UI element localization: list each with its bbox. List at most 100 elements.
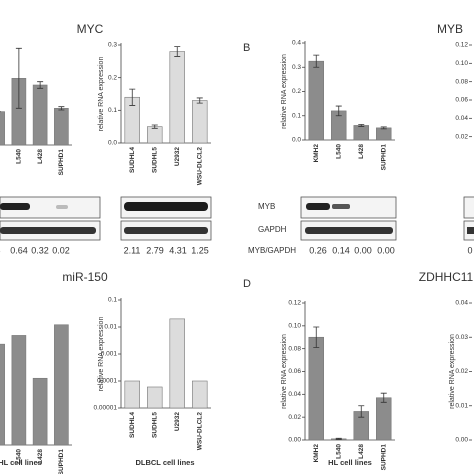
y-tick-label: 0.04 bbox=[455, 115, 468, 122]
bar bbox=[147, 126, 163, 144]
y-tick-label: 0.1 bbox=[292, 112, 301, 119]
y-tick-label: 0.01 bbox=[104, 324, 117, 331]
y-tick-label: 0.1 bbox=[108, 297, 117, 304]
bar bbox=[308, 336, 324, 441]
panel-label: B bbox=[243, 42, 250, 54]
protein-label: GAPDH bbox=[258, 225, 287, 234]
error-bar bbox=[335, 437, 342, 440]
x-tick-label: U2932 bbox=[174, 147, 181, 167]
y-tick-label: 0.06 bbox=[288, 368, 301, 375]
ratio-value: 0.14 bbox=[332, 245, 350, 255]
bar bbox=[169, 51, 185, 144]
y-tick-label: 0.01 bbox=[455, 402, 468, 409]
bar bbox=[376, 397, 392, 441]
error-bar bbox=[174, 46, 181, 57]
x-tick-label: L540 bbox=[16, 449, 23, 464]
bar bbox=[192, 100, 208, 144]
ratio-value: 2.79 bbox=[146, 245, 164, 255]
y-tick-label: 0.02 bbox=[288, 414, 301, 421]
y-tick-label: 0.10 bbox=[288, 323, 301, 330]
ratio-label: MYB/GAPDH bbox=[248, 246, 296, 255]
bar bbox=[0, 111, 5, 146]
x-tick-label: SUPHD1 bbox=[380, 144, 387, 171]
y-tick-label: 0.0001 bbox=[97, 378, 117, 385]
bar bbox=[11, 335, 27, 446]
x-tick-label: WSU-DLCL2 bbox=[196, 412, 203, 451]
chart-title: ZDHHC11 bbox=[419, 270, 474, 284]
x-tick-label: L428 bbox=[37, 149, 44, 164]
ratio-value: 0.02 bbox=[52, 245, 70, 255]
x-axis-label: HL cell lines bbox=[0, 458, 42, 467]
bar bbox=[54, 324, 69, 446]
y-tick-label: 0.00001 bbox=[94, 405, 118, 412]
ratio-value: 0.26 bbox=[309, 245, 327, 255]
x-tick-label: L428 bbox=[358, 144, 365, 159]
x-axis-label: HL cell lines bbox=[328, 458, 372, 467]
error-bar bbox=[380, 126, 387, 130]
x-tick-label: L428 bbox=[37, 449, 44, 464]
bar bbox=[147, 386, 163, 409]
y-axis-label: relative RNA expression bbox=[281, 334, 288, 409]
bar bbox=[308, 60, 324, 141]
error-bar bbox=[358, 124, 365, 127]
y-tick-label: 0.12 bbox=[455, 42, 468, 49]
y-tick-label: 0.4 bbox=[292, 40, 301, 47]
bar bbox=[376, 127, 392, 141]
bar bbox=[124, 380, 140, 409]
y-tick-label: 0.1 bbox=[108, 107, 117, 114]
y-tick-label: 0.00 bbox=[455, 437, 468, 444]
x-tick-label: KMH2 bbox=[313, 144, 320, 163]
ratio-value: 0 bbox=[467, 245, 472, 255]
y-tick-label: 0.08 bbox=[455, 78, 468, 85]
x-tick-label: SUDHL4 bbox=[129, 147, 136, 173]
x-tick-label: WSU-DLCL2 bbox=[196, 147, 203, 186]
y-tick-label: 0.03 bbox=[455, 334, 468, 341]
error-bar bbox=[129, 88, 136, 106]
x-tick-label: L540 bbox=[335, 444, 342, 459]
x-tick-label: L540 bbox=[16, 149, 23, 164]
chart-title: MYC bbox=[77, 22, 104, 36]
error-bar bbox=[37, 81, 44, 89]
y-axis-label: relative RNA expression bbox=[449, 334, 456, 409]
ratio-value: 4.31 bbox=[169, 245, 187, 255]
x-tick-label: SUDHL5 bbox=[151, 147, 158, 173]
ratio-value: 0.00 bbox=[377, 245, 395, 255]
panel-label: D bbox=[243, 278, 251, 290]
x-tick-label: SUDHL5 bbox=[151, 412, 158, 438]
y-tick-label: 0.10 bbox=[455, 60, 468, 67]
y-tick-label: 0.08 bbox=[288, 345, 301, 352]
y-axis-label: relative RNA expression bbox=[98, 317, 105, 392]
y-tick-label: 0.2 bbox=[292, 88, 301, 95]
y-tick-label: 0.2 bbox=[108, 74, 117, 81]
bar bbox=[169, 318, 185, 409]
y-tick-label: 0.02 bbox=[455, 133, 468, 140]
y-tick-label: 0.04 bbox=[288, 391, 301, 398]
y-tick-label: 0.12 bbox=[288, 300, 301, 307]
y-tick-label: 0.001 bbox=[101, 351, 118, 358]
ratio-value: 2.11 bbox=[124, 245, 141, 255]
error-bar bbox=[313, 326, 320, 348]
blot bbox=[300, 196, 474, 241]
y-tick-label: 0.02 bbox=[455, 368, 468, 375]
y-axis-label: relative RNA expression bbox=[281, 54, 288, 129]
y-axis-label: relative RNA expression bbox=[98, 57, 105, 132]
y-tick-label: 0.06 bbox=[455, 97, 468, 104]
bar bbox=[32, 84, 48, 146]
chart-title: miR-150 bbox=[62, 270, 108, 284]
bar bbox=[32, 377, 48, 446]
error-bar bbox=[313, 54, 320, 68]
y-tick-label: 0.00 bbox=[288, 437, 301, 444]
bar bbox=[353, 125, 369, 141]
ratio-value: 8 bbox=[0, 245, 1, 255]
ratio-value: 0.64 bbox=[10, 245, 28, 255]
ratio-value: 0.32 bbox=[31, 245, 49, 255]
y-tick-label: 0.0 bbox=[292, 137, 301, 144]
x-tick-label: SUPHD1 bbox=[380, 444, 387, 471]
ratio-value: 0.00 bbox=[354, 245, 372, 255]
x-tick-label: SUDHL4 bbox=[129, 412, 136, 438]
bar bbox=[0, 343, 5, 446]
error-bar bbox=[151, 124, 158, 129]
error-bar bbox=[196, 97, 203, 104]
error-bar bbox=[335, 105, 342, 117]
chart-title: MYB bbox=[437, 22, 463, 36]
